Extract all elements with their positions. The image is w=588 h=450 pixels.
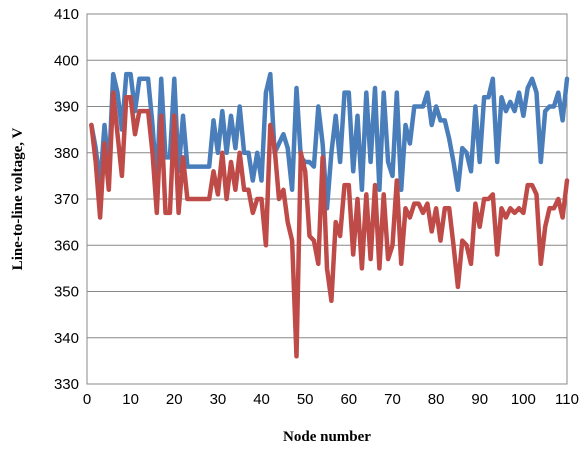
x-tick-label: 90 [471,391,488,408]
x-tick-label: 110 [555,391,579,408]
x-tick-label: 50 [297,391,314,408]
y-axis-title: Line-to-line voltage, V [10,128,26,271]
y-tick-label: 360 [54,237,79,254]
red-voltage-line [89,90,570,359]
series-lines [89,71,570,359]
x-axis-title: Node number [283,429,371,445]
y-tick-label: 340 [54,330,79,347]
y-tick-label: 350 [54,284,79,301]
x-tick-label: 30 [210,391,227,408]
y-axis-tick-labels: 330 340 350 360 370 380 390 400 410 [54,6,79,393]
x-tick-label: 0 [83,391,91,408]
x-tick-label: 70 [384,391,401,408]
x-tick-label: 80 [428,391,445,408]
y-tick-label: 400 [54,52,79,69]
x-tick-label: 40 [253,391,270,408]
x-tick-label: 60 [340,391,357,408]
y-tick-label: 380 [54,145,79,162]
x-tick-label: 10 [122,391,139,408]
x-axis-tick-labels: 0 10 20 30 40 50 60 70 80 90 100 110 [83,391,579,408]
y-tick-label: 390 [54,99,79,116]
x-tick-label: 20 [166,391,183,408]
x-tick-label: 100 [511,391,536,408]
y-tick-label: 370 [54,191,79,208]
y-tick-label: 410 [54,6,79,23]
y-tick-label: 330 [54,376,79,393]
blue-voltage-line [89,71,570,211]
